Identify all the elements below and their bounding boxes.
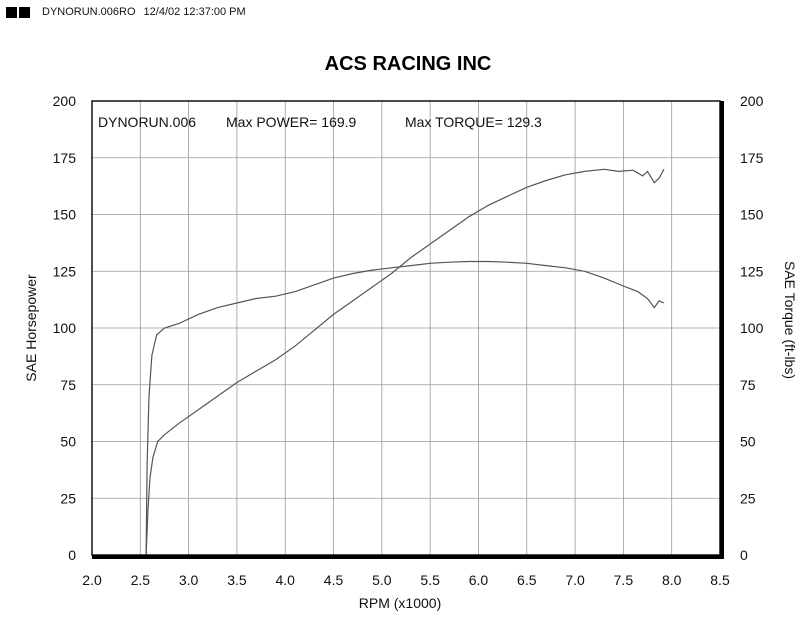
x-tick-label: 3.0 (179, 572, 199, 588)
x-tick-label: 6.0 (469, 572, 489, 588)
torque-curve-line (145, 260, 665, 556)
power-curve-line (145, 168, 665, 556)
y-left-tick-label: 200 (53, 93, 77, 109)
info-run: DYNORUN.006 (98, 114, 196, 130)
y-left-tick-label: 150 (53, 207, 77, 223)
y-right-tick-label: 200 (740, 93, 764, 109)
series-group (145, 168, 665, 556)
info-max-power: Max POWER= 169.9 (226, 114, 357, 130)
y-right-tick-label: 125 (740, 263, 764, 279)
x-tick-labels: 2.0 2.5 3.0 3.5 4.0 4.5 5.0 5.5 6.0 6.5 7.0 7.5 8.0 8… (82, 572, 730, 588)
y-left-tick-labels: 0 25 50 75 100 125 150 175 200 (53, 93, 77, 563)
y-right-tick-label: 25 (740, 490, 756, 506)
y-left-tick-label: 100 (53, 320, 77, 336)
header-datetime: 12/4/02 12:37:00 PM (143, 6, 246, 18)
y-right-tick-labels: 0 25 50 75 100 125 150 175 200 (740, 93, 764, 563)
x-tick-label: 7.5 (614, 572, 634, 588)
y-left-axis-label: SAE Horsepower (23, 274, 39, 382)
grid-lines (91, 100, 721, 556)
info-max-torque: Max TORQUE= 129.3 (405, 114, 542, 130)
plot-frame-right-edge (720, 101, 724, 559)
y-right-tick-label: 150 (740, 207, 764, 223)
y-right-tick-label: 50 (740, 434, 756, 450)
print-header: DYNORUN.006RO 12/4/02 12:37:00 PM (6, 4, 246, 20)
y-left-tick-label: 0 (68, 547, 76, 563)
x-tick-label: 2.5 (131, 572, 151, 588)
x-tick-label: 5.0 (372, 572, 392, 588)
y-left-tick-label: 25 (60, 490, 76, 506)
y-right-tick-label: 100 (740, 320, 764, 336)
x-tick-label: 8.0 (662, 572, 682, 588)
y-left-tick-label: 175 (53, 150, 77, 166)
y-left-tick-label: 125 (53, 263, 77, 279)
y-left-tick-label: 75 (60, 377, 76, 393)
x-tick-label: 4.0 (275, 572, 295, 588)
x-axis-label: RPM (x1000) (359, 595, 441, 611)
x-tick-label: 3.5 (227, 572, 247, 588)
x-tick-label: 6.5 (517, 572, 537, 588)
x-tick-label: 4.5 (324, 572, 344, 588)
y-right-axis-label: SAE Torque (ft-lbs) (782, 261, 798, 379)
x-tick-label: 7.0 (565, 572, 585, 588)
header-file-name: DYNORUN.006RO (42, 6, 136, 18)
y-left-tick-label: 50 (60, 434, 76, 450)
x-tick-label: 5.5 (420, 572, 440, 588)
chart-title: ACS RACING INC (325, 53, 492, 75)
x-tick-label: 8.5 (710, 572, 730, 588)
header-marker-icon (6, 6, 17, 18)
y-right-tick-label: 75 (740, 377, 756, 393)
header-marker-icon (19, 6, 30, 18)
y-right-tick-label: 0 (740, 547, 748, 563)
plot-frame-bottom-edge (92, 555, 724, 559)
y-right-tick-label: 175 (740, 150, 764, 166)
x-tick-label: 2.0 (82, 572, 102, 588)
